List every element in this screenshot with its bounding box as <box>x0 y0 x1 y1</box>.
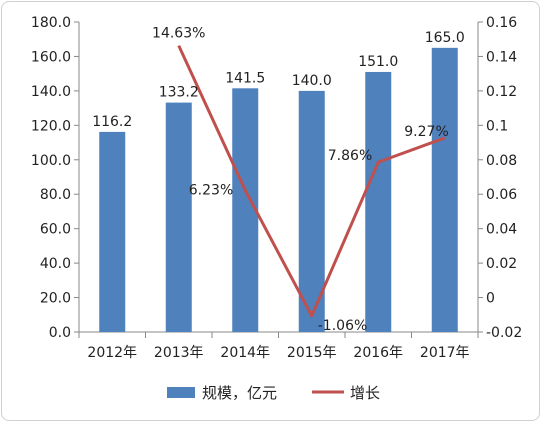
bar <box>99 131 126 332</box>
bar-value-label: 116.2 <box>92 114 132 130</box>
bar <box>365 71 392 332</box>
axes: 0.020.040.060.080.0100.0120.0140.0160.01… <box>31 15 522 361</box>
left-tick-label: 140.0 <box>31 84 71 100</box>
legend-label-line: 增长 <box>350 384 380 402</box>
x-tick-label: 2013年 <box>154 345 204 361</box>
growth-value-label: 6.23% <box>189 182 233 198</box>
x-tick-label: 2017年 <box>420 345 470 361</box>
bar-value-label: 141.5 <box>225 70 265 86</box>
right-tick-label: 0.16 <box>486 15 517 31</box>
left-tick-label: 60.0 <box>40 222 71 238</box>
left-tick-label: 120.0 <box>31 118 71 134</box>
growth-value-label: -1.06% <box>318 318 368 334</box>
left-tick-label: 20.0 <box>40 291 71 307</box>
bar-value-label: 165.0 <box>425 30 465 46</box>
growth-value-label: 9.27% <box>404 124 448 140</box>
growth-value-label: 7.86% <box>328 148 372 164</box>
growth-line <box>177 44 446 318</box>
legend-swatch-bar <box>167 387 195 398</box>
bars <box>99 47 458 332</box>
x-tick-label: 2016年 <box>353 345 403 361</box>
left-tick-label: 160.0 <box>31 49 71 65</box>
right-tick-label: 0.14 <box>486 49 517 65</box>
right-tick-label: 0.06 <box>486 187 517 203</box>
left-tick-label: 80.0 <box>40 187 71 203</box>
right-tick-label: 0.1 <box>486 118 508 134</box>
legend-label-bar: 规模，亿元 <box>202 384 277 402</box>
legend: 规模，亿元 增长 <box>167 384 380 402</box>
data-labels: 116.2 133.2 141.5 140.0 151.0 165.0 14.63% 6.23… <box>92 26 465 334</box>
growth-value-label: 14.63% <box>152 26 205 42</box>
x-tick-label: 2014年 <box>220 345 270 361</box>
right-tick-label: -0.02 <box>486 325 522 341</box>
bar <box>232 88 259 332</box>
right-tick-label: 0.02 <box>486 256 517 272</box>
growth-line-path <box>177 44 446 318</box>
right-tick-label: 0.04 <box>486 222 517 238</box>
bar-value-label: 133.2 <box>159 85 199 101</box>
x-tick-label: 2012年 <box>87 345 137 361</box>
left-tick-label: 180.0 <box>31 15 71 31</box>
left-tick-label: 100.0 <box>31 153 71 169</box>
bar <box>165 102 192 332</box>
right-tick-label: 0 <box>486 291 495 307</box>
left-tick-label: 0.0 <box>49 325 71 341</box>
right-tick-label: 0.08 <box>486 153 517 169</box>
bar-value-label: 151.0 <box>358 54 398 70</box>
bar <box>431 47 458 332</box>
bar <box>298 90 325 332</box>
right-tick-label: 0.12 <box>486 84 517 100</box>
bar-value-label: 140.0 <box>292 73 332 89</box>
left-tick-label: 40.0 <box>40 256 71 272</box>
x-tick-label: 2015年 <box>287 345 337 361</box>
